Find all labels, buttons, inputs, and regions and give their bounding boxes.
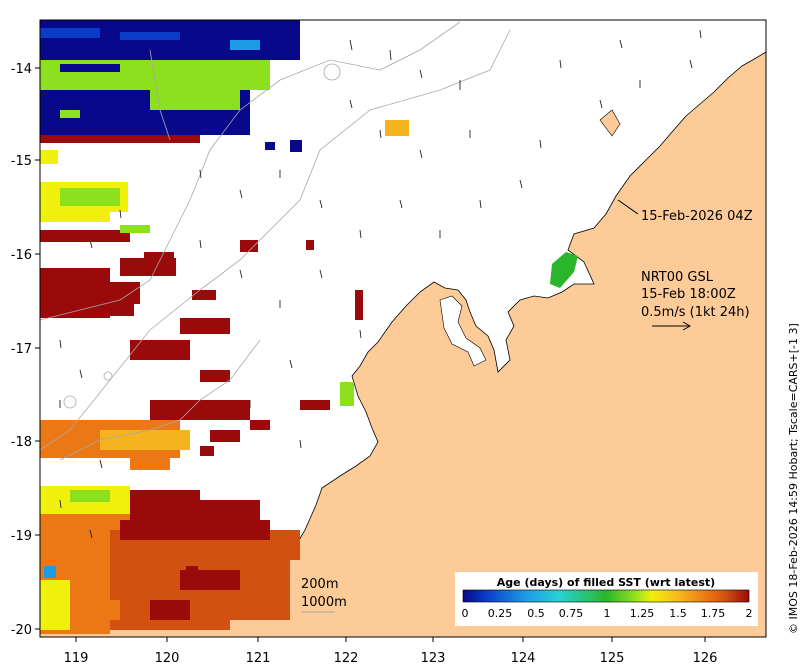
current-scale-label: 0.5m/s (1kt 24h) (641, 305, 750, 320)
colorbar-tick: 1.5 (669, 607, 687, 620)
colorbar-tick: 0.5 (527, 607, 545, 620)
timestamp-leader-line (617, 199, 639, 215)
y-axis-labels: -14 -15 -16 -17 -18 -19 -20 (11, 62, 32, 638)
colorbar-tick: 0 (462, 607, 469, 620)
current-model-label: NRT00 GSL (641, 270, 714, 285)
colorbar-tick: 1.25 (630, 607, 655, 620)
y-tick-label: -17 (11, 342, 32, 357)
x-tick-label: 119 (64, 651, 89, 666)
y-tick-label: -16 (11, 248, 32, 263)
x-tick-label: 123 (421, 651, 446, 666)
colorbar-tick-labels: 0 0.25 0.5 0.75 1 1.25 1.5 1.75 2 (462, 607, 753, 620)
contour-legend: 200m 1000m (301, 577, 347, 613)
map-plot-area (40, 20, 766, 637)
axis-tick-marks (35, 67, 706, 642)
current-time-label: 15-Feb 18:00Z (641, 287, 736, 302)
colorbar-tick: 1.75 (701, 607, 726, 620)
colorbar-title: Age (days) of filled SST (wrt latest) (497, 576, 715, 589)
x-axis-labels: 119 120 121 122 123 124 125 126 (64, 651, 718, 666)
colorbar-tick: 2 (746, 607, 753, 620)
y-tick-label: -20 (11, 623, 32, 638)
contour-200m-label: 200m (301, 577, 338, 592)
x-tick-label: 120 (155, 651, 180, 666)
colorbar-tick: 0.25 (488, 607, 513, 620)
credit-text: © IMOS 18-Feb-2026 14:59 Hobart; Tscale=… (787, 323, 800, 634)
timestamp-label: 15-Feb-2026 04Z (641, 209, 753, 224)
arrow-icon (652, 321, 692, 331)
island (599, 109, 621, 137)
plot-frame (39, 19, 767, 638)
colorbar-tick: 1 (604, 607, 611, 620)
colorbar-tick: 0.75 (559, 607, 584, 620)
sst-north-cluster (40, 20, 302, 164)
colorbar-legend: Age (days) of filled SST (wrt latest) 0 … (455, 572, 758, 626)
y-tick-label: -18 (11, 435, 32, 450)
x-tick-label: 121 (246, 651, 271, 666)
inlet (439, 295, 487, 367)
current-vectors (59, 29, 702, 539)
current-reference-block: NRT00 GSL 15-Feb 18:00Z 0.5m/s (1kt 24h) (641, 270, 750, 320)
y-tick-label: -14 (11, 62, 32, 77)
land-mass (40, 20, 766, 637)
y-tick-label: -19 (11, 529, 32, 544)
sst-west-cluster (40, 120, 409, 470)
x-tick-label: 126 (693, 651, 718, 666)
x-tick-label: 125 (600, 651, 625, 666)
sst-south-cluster (40, 486, 300, 634)
sst-patch-green (550, 252, 578, 288)
colorbar-gradient (462, 589, 750, 603)
bathymetry-contours (40, 21, 511, 461)
x-tick-label: 124 (511, 651, 536, 666)
contour-1000m-label: 1000m (301, 595, 347, 610)
y-tick-label: -15 (11, 154, 32, 169)
x-tick-label: 122 (334, 651, 359, 666)
